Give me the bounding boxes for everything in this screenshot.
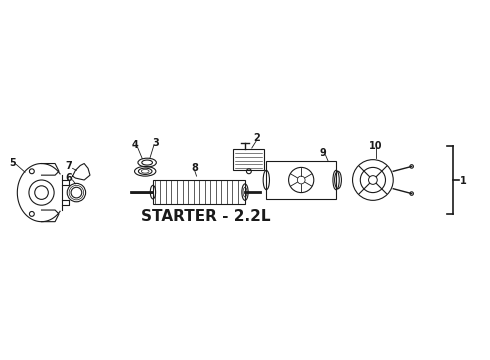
- Polygon shape: [73, 163, 90, 180]
- Text: 3: 3: [152, 138, 159, 148]
- Polygon shape: [42, 210, 59, 222]
- Polygon shape: [62, 201, 69, 205]
- Text: STARTER - 2.2L: STARTER - 2.2L: [142, 208, 271, 224]
- Text: 9: 9: [319, 148, 326, 158]
- Polygon shape: [62, 180, 69, 185]
- Text: 1: 1: [460, 176, 466, 186]
- Bar: [267, 161, 336, 199]
- Polygon shape: [17, 163, 60, 222]
- Text: 10: 10: [369, 141, 383, 151]
- Text: 2: 2: [253, 133, 260, 143]
- Text: 4: 4: [131, 140, 138, 150]
- Text: 6: 6: [65, 173, 72, 183]
- Text: 8: 8: [191, 163, 198, 174]
- Text: 7: 7: [65, 161, 72, 171]
- Bar: [233, 149, 265, 170]
- Text: 5: 5: [9, 158, 16, 167]
- Polygon shape: [42, 163, 59, 175]
- Bar: [153, 180, 245, 204]
